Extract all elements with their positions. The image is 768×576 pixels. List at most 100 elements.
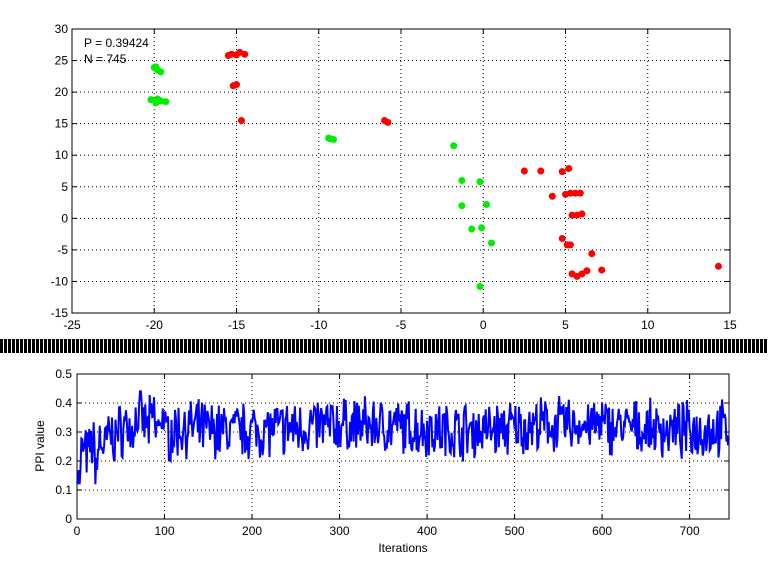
separator-stripe [72, 339, 75, 353]
separator-stripe [432, 339, 435, 353]
scatter-point [576, 189, 584, 197]
separator-stripe [620, 339, 623, 353]
separator-stripe [460, 339, 463, 353]
separator-stripe [752, 339, 755, 353]
separator-stripe [148, 339, 151, 353]
separator-stripe [468, 339, 471, 353]
separator-stripe [720, 339, 723, 353]
separator-stripe [132, 339, 135, 353]
separator-stripe [500, 339, 503, 353]
separator-stripe [548, 339, 551, 353]
separator-stripe [764, 339, 767, 353]
separator-stripe [40, 339, 43, 353]
scatter-point [154, 95, 162, 103]
separator-stripe [380, 339, 383, 353]
separator-stripe [60, 339, 63, 353]
scatter-x-tick-label: 15 [723, 318, 737, 332]
separator-stripe [172, 339, 175, 353]
separator-stripe [112, 339, 115, 353]
scatter-y-tick-label: 25 [55, 54, 69, 68]
scatter-point [548, 192, 556, 200]
line-x-tick-label: 300 [330, 524, 350, 538]
separator-stripe [64, 339, 67, 353]
separator-stripe [420, 339, 423, 353]
separator-stripe [216, 339, 219, 353]
separator-stripe [392, 339, 395, 353]
separator-stripe [368, 339, 371, 353]
separator-stripe [540, 339, 543, 353]
separator-stripe [76, 339, 79, 353]
separator-stripe [184, 339, 187, 353]
scatter-plot-area [71, 28, 731, 314]
separator-stripe [28, 339, 31, 353]
scatter-y-tick-label: 0 [61, 211, 68, 225]
separator-stripe [696, 339, 699, 353]
separator-stripe [228, 339, 231, 353]
separator-stripe [640, 339, 643, 353]
separator-stripe [316, 339, 319, 353]
separator-stripe [352, 339, 355, 353]
separator-band [0, 339, 767, 353]
separator-stripe [676, 339, 679, 353]
separator-stripe [428, 339, 431, 353]
separator-stripe [364, 339, 367, 353]
separator-stripe [52, 339, 55, 353]
separator-stripe [760, 339, 763, 353]
separator-stripe [260, 339, 263, 353]
separator-stripe [56, 339, 59, 353]
scatter-point [483, 200, 491, 208]
separator-stripe [740, 339, 743, 353]
separator-stripe [492, 339, 495, 353]
separator-stripe [200, 339, 203, 353]
scatter-point [241, 50, 249, 58]
separator-stripe [88, 339, 91, 353]
separator-stripe [580, 339, 583, 353]
separator-stripe [632, 339, 635, 353]
separator-stripe [440, 339, 443, 353]
scatter-x-tick-label: 5 [562, 318, 569, 332]
separator-stripe [24, 339, 27, 353]
separator-stripe [176, 339, 179, 353]
separator-stripe [660, 339, 663, 353]
scatter-point [450, 142, 458, 150]
separator-stripe [256, 339, 259, 353]
separator-stripe [220, 339, 223, 353]
separator-stripe [168, 339, 171, 353]
separator-stripe [44, 339, 47, 353]
separator-stripe [536, 339, 539, 353]
scatter-points [147, 48, 722, 290]
separator-stripe [208, 339, 211, 353]
scatter-x-tick-label: 0 [480, 318, 487, 332]
separator-stripe [144, 339, 147, 353]
scatter-point [384, 118, 392, 126]
separator-stripe [532, 339, 535, 353]
separator-stripe [80, 339, 83, 353]
separator-stripe [704, 339, 707, 353]
separator-stripe [360, 339, 363, 353]
scatter-point [714, 262, 722, 270]
separator-stripe [348, 339, 351, 353]
separator-stripe [608, 339, 611, 353]
separator-stripe [436, 339, 439, 353]
separator-stripe [324, 339, 327, 353]
separator-stripe [456, 339, 459, 353]
separator-stripe [656, 339, 659, 353]
scatter-point [565, 164, 573, 172]
separator-stripe [288, 339, 291, 353]
scatter-point [162, 98, 170, 106]
scatter-point [571, 189, 579, 197]
separator-stripe [664, 339, 667, 353]
line-x-tick-label: 500 [505, 524, 525, 538]
scatter-y-tick-label: -5 [57, 243, 68, 257]
separator-stripe [152, 339, 155, 353]
separator-stripe [340, 339, 343, 353]
scatter-y-tick-label: -10 [51, 274, 69, 288]
separator-stripe [648, 339, 651, 353]
separator-stripe [268, 339, 271, 353]
separator-stripe [584, 339, 587, 353]
separator-stripe [96, 339, 99, 353]
scatter-point [588, 250, 596, 258]
scatter-y-tick-labels: -15 -10 -5 0 5 10 15 20 25 30 [51, 22, 69, 320]
n-count-annotation: N = 745 [84, 52, 127, 66]
